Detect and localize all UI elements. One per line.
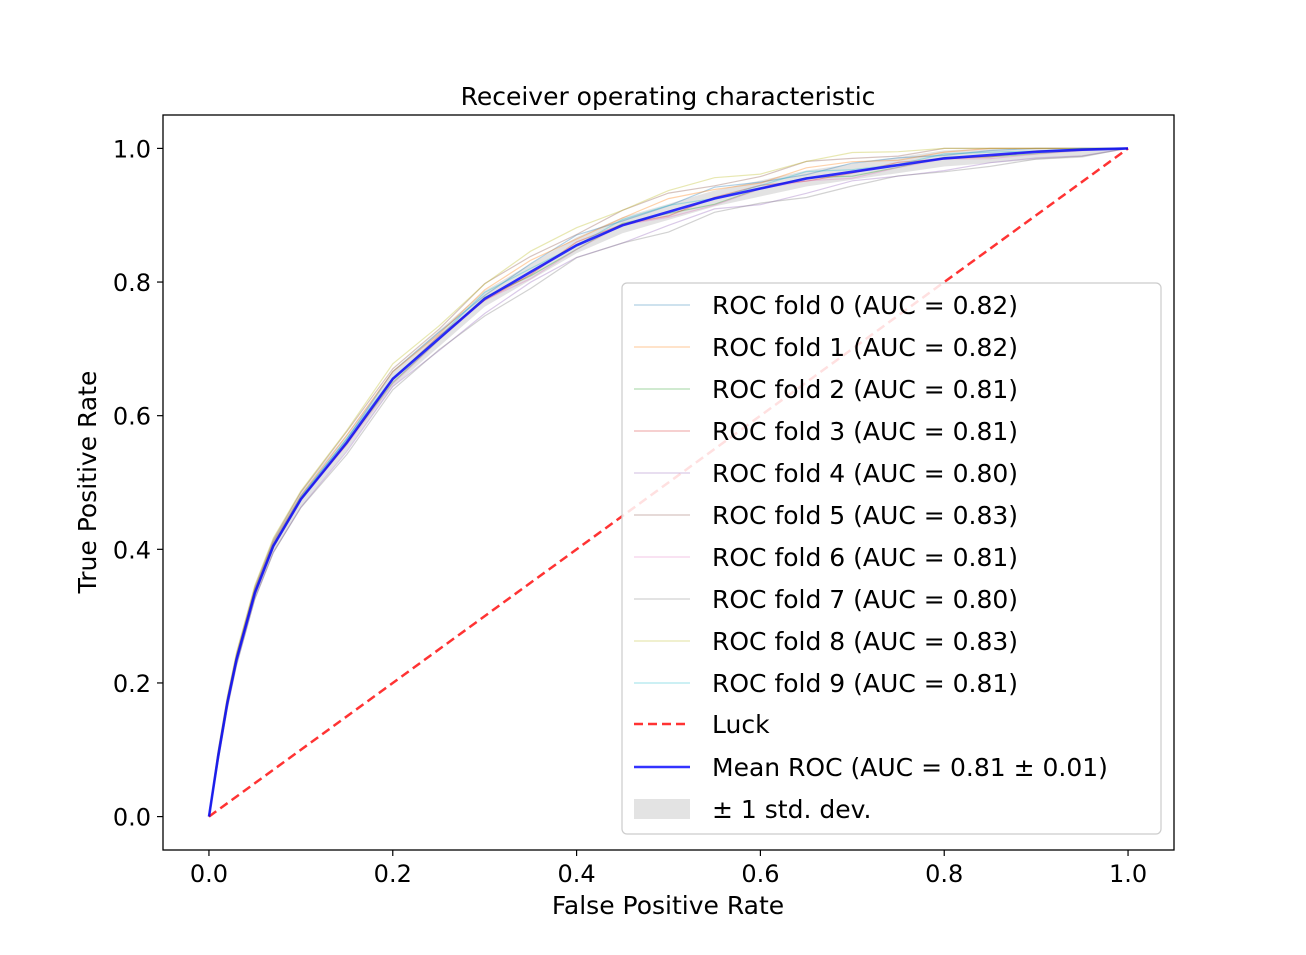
- legend-fold-3-label: ROC fold 3 (AUC = 0.81): [712, 417, 1018, 446]
- legend-fold-1-label: ROC fold 1 (AUC = 0.82): [712, 333, 1018, 362]
- fold-0-curve: [208, 147, 1128, 817]
- y-tick-label: 1.0: [113, 135, 151, 163]
- y-tick-label: 0.6: [113, 403, 151, 431]
- legend-fold-8-label: ROC fold 8 (AUC = 0.83): [712, 627, 1018, 656]
- chart-title: Receiver operating characteristic: [461, 82, 876, 111]
- mean-roc-curve: [207, 147, 1129, 817]
- legend-band-label: ± 1 std. dev.: [712, 795, 871, 824]
- legend-band-swatch: [634, 799, 690, 819]
- x-tick-label: 0.2: [374, 860, 412, 888]
- legend-mean-label: Mean ROC (AUC = 0.81 ± 0.01): [712, 753, 1108, 782]
- legend-fold-5-label: ROC fold 5 (AUC = 0.83): [712, 501, 1018, 530]
- fold-5-curve: [208, 147, 1128, 817]
- legend-fold-6-label: ROC fold 6 (AUC = 0.81): [712, 543, 1018, 572]
- x-tick-label: 1.0: [1109, 860, 1147, 888]
- y-tick-label: 0.0: [113, 804, 151, 832]
- x-tick-label: 0.0: [190, 860, 228, 888]
- axes-frame: [162, 114, 1175, 851]
- y-axis: 0.0 0.2 0.4 0.6 0.8 1.0: [113, 135, 163, 832]
- fold-8-curve: [208, 147, 1128, 817]
- fold-7-curve: [208, 147, 1129, 817]
- y-axis-label: True Positive Rate: [73, 371, 102, 595]
- x-tick-label: 0.4: [558, 860, 596, 888]
- legend-fold-2-label: ROC fold 2 (AUC = 0.81): [712, 375, 1018, 404]
- y-tick-label: 0.4: [113, 536, 151, 564]
- fold-4-curve: [208, 147, 1129, 817]
- x-tick-label: 0.8: [925, 860, 963, 888]
- y-tick-label: 0.2: [113, 670, 151, 698]
- legend: ROC fold 0 (AUC = 0.82) ROC fold 1 (AUC =…: [621, 282, 1162, 835]
- legend-fold-7-label: ROC fold 7 (AUC = 0.80): [712, 585, 1018, 614]
- y-tick-label: 0.8: [113, 269, 151, 297]
- legend-luck-label: Luck: [712, 710, 770, 739]
- x-tick-label: 0.6: [741, 860, 779, 888]
- x-axis: 0.0 0.2 0.4 0.6 0.8 1.0: [190, 850, 1147, 888]
- legend-fold-9-label: ROC fold 9 (AUC = 0.81): [712, 669, 1018, 698]
- legend-fold-0-label: ROC fold 0 (AUC = 0.82): [712, 291, 1018, 320]
- legend-fold-4-label: ROC fold 4 (AUC = 0.80): [712, 459, 1018, 488]
- x-axis-label: False Positive Rate: [552, 891, 784, 920]
- legend-box: [621, 282, 1162, 835]
